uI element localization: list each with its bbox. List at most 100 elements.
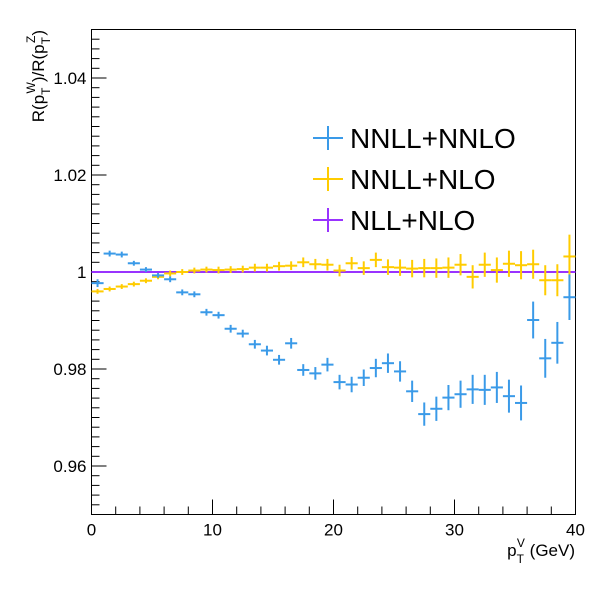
x-tick-label: 20 bbox=[324, 521, 343, 540]
data-point bbox=[466, 265, 479, 289]
data-point bbox=[551, 264, 564, 297]
data-point bbox=[115, 284, 128, 289]
data-point bbox=[406, 380, 419, 402]
data-point bbox=[418, 258, 431, 278]
data-point bbox=[454, 254, 467, 276]
data-point bbox=[164, 276, 177, 283]
data-point bbox=[176, 289, 189, 296]
data-point bbox=[139, 267, 152, 272]
data-point bbox=[309, 258, 322, 270]
data-point bbox=[333, 264, 346, 277]
data-point bbox=[345, 376, 358, 393]
data-point bbox=[454, 380, 467, 408]
x-tick-label: 10 bbox=[203, 521, 222, 540]
data-point bbox=[164, 270, 177, 277]
data-point bbox=[418, 402, 431, 426]
x-tick-label: 30 bbox=[445, 521, 464, 540]
data-point bbox=[321, 357, 334, 372]
legend-label-nnll-nnlo: NNLL+NNLO bbox=[350, 123, 516, 154]
data-point bbox=[200, 266, 213, 273]
data-series bbox=[91, 234, 576, 426]
series-nnll-nnlo bbox=[91, 250, 576, 426]
data-point bbox=[527, 249, 540, 279]
y-axis-title: R(pTW)/R(pTZ) bbox=[24, 30, 53, 122]
data-point bbox=[309, 367, 322, 380]
data-point bbox=[127, 281, 140, 287]
legend-label-nnll-nlo: NNLL+NLO bbox=[350, 164, 496, 195]
data-point bbox=[381, 259, 394, 275]
legend-entry-nnll-nnlo: NNLL+NNLO bbox=[313, 123, 516, 154]
data-point bbox=[200, 308, 213, 316]
data-point bbox=[442, 257, 455, 278]
data-point bbox=[478, 374, 491, 405]
data-point bbox=[139, 278, 152, 284]
data-point bbox=[539, 265, 552, 296]
data-point bbox=[224, 324, 237, 333]
series-nnll-nlo bbox=[91, 234, 576, 297]
legend-entry-nll-nlo: NLL+NLO bbox=[313, 205, 475, 236]
data-point bbox=[406, 259, 419, 278]
data-point bbox=[115, 251, 128, 258]
data-point bbox=[260, 345, 273, 356]
data-point bbox=[381, 353, 394, 373]
data-point bbox=[490, 257, 503, 283]
y-tick-label: 1.02 bbox=[53, 166, 86, 185]
data-point bbox=[515, 385, 528, 421]
data-point bbox=[502, 250, 515, 277]
x-tick-label: 0 bbox=[87, 521, 96, 540]
data-point bbox=[103, 250, 116, 257]
data-point bbox=[188, 291, 201, 298]
data-point bbox=[551, 321, 564, 364]
data-point bbox=[321, 258, 334, 271]
data-point bbox=[248, 339, 261, 349]
data-point bbox=[260, 263, 273, 272]
data-point bbox=[442, 385, 455, 411]
data-point bbox=[333, 374, 346, 390]
data-point bbox=[394, 361, 407, 382]
data-point bbox=[515, 251, 528, 280]
data-point bbox=[285, 337, 298, 349]
legend: NNLL+NNLO NNLL+NLO NLL+NLO bbox=[313, 123, 516, 236]
data-point bbox=[297, 257, 310, 268]
data-point bbox=[345, 256, 358, 270]
data-point bbox=[176, 269, 189, 275]
data-point bbox=[103, 286, 116, 292]
data-point bbox=[224, 266, 237, 273]
data-point bbox=[285, 261, 298, 271]
axis-ticks: 0 10 20 30 40 0.96 0.98 1 1.02 1.04 bbox=[53, 29, 585, 540]
data-point bbox=[394, 259, 407, 276]
legend-entry-nnll-nlo: NNLL+NLO bbox=[313, 164, 496, 195]
y-tick-label: 0.98 bbox=[53, 360, 86, 379]
data-point bbox=[297, 364, 310, 376]
data-point bbox=[369, 252, 382, 268]
data-point bbox=[357, 261, 370, 275]
data-point bbox=[430, 258, 443, 278]
data-point bbox=[91, 288, 104, 294]
x-tick-label: 40 bbox=[566, 521, 585, 540]
data-point bbox=[212, 266, 225, 274]
data-point bbox=[127, 260, 140, 266]
legend-label-nll-nlo: NLL+NLO bbox=[350, 205, 475, 236]
data-point bbox=[539, 338, 552, 378]
data-point bbox=[527, 301, 540, 339]
data-point bbox=[236, 265, 249, 273]
data-point bbox=[248, 263, 261, 272]
y-tick-label: 0.96 bbox=[53, 457, 86, 476]
data-point bbox=[466, 374, 479, 404]
data-point bbox=[369, 358, 382, 378]
data-point bbox=[563, 234, 576, 279]
data-point bbox=[236, 329, 249, 338]
data-point bbox=[430, 396, 443, 421]
data-point bbox=[188, 267, 201, 274]
data-point bbox=[152, 272, 165, 278]
data-point bbox=[212, 311, 225, 319]
data-point bbox=[273, 354, 286, 365]
data-point bbox=[502, 379, 515, 413]
data-point bbox=[490, 371, 503, 403]
data-point bbox=[273, 261, 286, 271]
data-point bbox=[478, 252, 491, 277]
y-tick-label: 1.04 bbox=[53, 69, 86, 88]
data-point bbox=[357, 369, 370, 386]
data-point bbox=[563, 274, 576, 321]
